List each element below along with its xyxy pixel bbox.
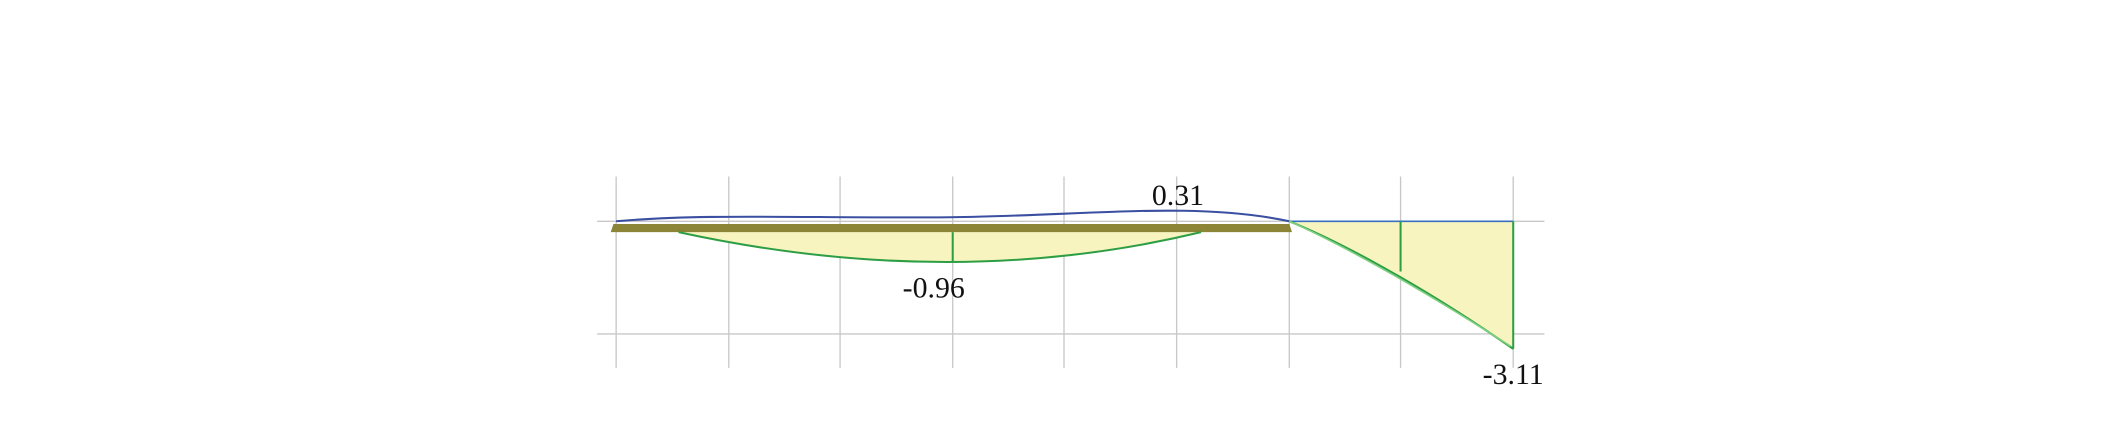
annotation: -3.11 [1483, 358, 1544, 391]
fill-right [1289, 221, 1514, 349]
beam [610, 224, 1292, 233]
annotation: -0.96 [903, 271, 965, 304]
annotation: 0.31 [1152, 179, 1204, 212]
moment-curve-left [678, 231, 1202, 264]
moment-curve-shadow [1288, 220, 1511, 347]
deflection-curve [616, 209, 1290, 223]
